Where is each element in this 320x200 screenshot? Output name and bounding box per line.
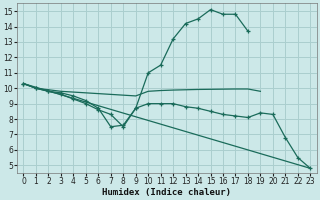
X-axis label: Humidex (Indice chaleur): Humidex (Indice chaleur) [102,188,231,197]
